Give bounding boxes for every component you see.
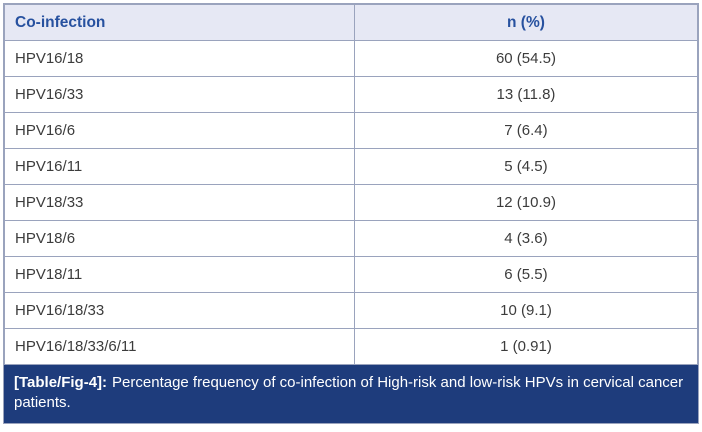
table-row: HPV18/6 4 (3.6): [4, 220, 699, 257]
table-row: HPV16/18 60 (54.5): [4, 40, 699, 77]
table-row: HPV16/11 5 (4.5): [4, 148, 699, 185]
table-caption-label: [Table/Fig-4]:: [14, 374, 108, 391]
coinfection-table: Co-infection n (%) HPV16/18 60 (54.5) HP…: [4, 4, 699, 365]
column-header-coinfection: Co-infection: [4, 4, 355, 41]
coinfection-cell: HPV18/33: [4, 184, 355, 221]
coinfection-cell: HPV16/6: [4, 112, 355, 149]
value-cell: 6 (5.5): [353, 256, 699, 293]
coinfection-cell: HPV18/11: [4, 256, 355, 293]
table-row: HPV16/33 13 (11.8): [4, 76, 699, 113]
table-header-row: Co-infection n (%): [4, 4, 699, 41]
value-cell: 10 (9.1): [353, 292, 699, 329]
table-caption: [Table/Fig-4]: Percentage frequency of co…: [4, 365, 698, 423]
coinfection-cell: HPV16/11: [4, 148, 355, 185]
coinfection-cell: HPV16/33: [4, 76, 355, 113]
coinfection-cell: HPV16/18: [4, 40, 355, 77]
value-cell: 60 (54.5): [353, 40, 699, 77]
value-cell: 4 (3.6): [353, 220, 699, 257]
table-row: HPV18/11 6 (5.5): [4, 256, 699, 293]
value-cell: 13 (11.8): [353, 76, 699, 113]
table-row: HPV16/18/33 10 (9.1): [4, 292, 699, 329]
table-row: HPV16/6 7 (6.4): [4, 112, 699, 149]
table-figure: Co-infection n (%) HPV16/18 60 (54.5) HP…: [3, 3, 699, 424]
value-cell: 5 (4.5): [353, 148, 699, 185]
table-caption-text: Percentage frequency of co-infection of …: [14, 374, 684, 412]
coinfection-cell: HPV16/18/33/6/11: [4, 328, 355, 365]
value-cell: 12 (10.9): [353, 184, 699, 221]
value-cell: 1 (0.91): [353, 328, 699, 365]
table-row: HPV16/18/33/6/11 1 (0.91): [4, 328, 699, 365]
value-cell: 7 (6.4): [353, 112, 699, 149]
column-header-n-percent: n (%): [353, 4, 699, 41]
table-row: HPV18/33 12 (10.9): [4, 184, 699, 221]
coinfection-cell: HPV18/6: [4, 220, 355, 257]
coinfection-cell: HPV16/18/33: [4, 292, 355, 329]
